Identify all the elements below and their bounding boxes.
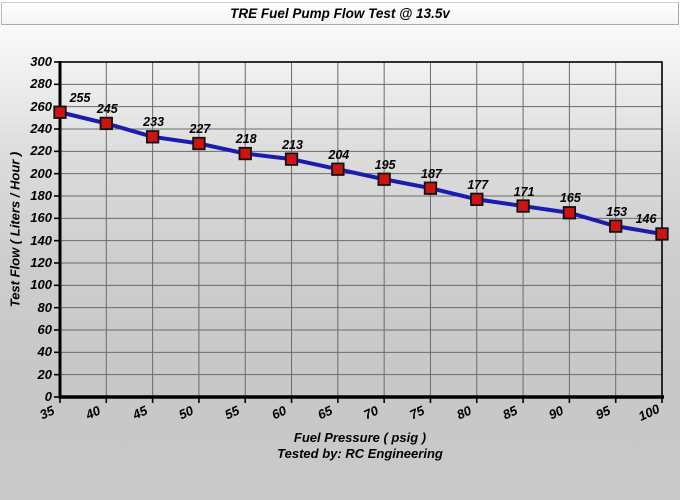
data-point-label: 227	[189, 122, 211, 137]
data-point-marker	[423, 181, 438, 195]
y-tick-label: 40	[37, 344, 52, 360]
y-tick-label: 280	[30, 76, 52, 92]
data-point-marker	[99, 116, 113, 131]
data-point-label: 245	[96, 101, 118, 116]
chart-title: TRE Fuel Pump Flow Test @ 13.5v	[230, 6, 450, 21]
y-tick-label: 220	[30, 143, 52, 159]
data-point-label: 255	[69, 90, 91, 105]
data-point-label: 165	[559, 191, 581, 206]
data-point-marker	[238, 146, 252, 161]
data-point-label: 204	[328, 147, 350, 162]
data-point-label: 146	[635, 212, 657, 227]
data-point-marker	[609, 219, 623, 233]
data-point-label: 218	[235, 132, 257, 147]
data-point-marker	[562, 206, 577, 220]
data-point-label: 195	[374, 157, 396, 172]
y-tick-label: 80	[37, 299, 52, 315]
data-point-marker	[284, 152, 299, 166]
y-tick-label: 300	[30, 54, 52, 69]
y-tick-label: 200	[30, 165, 52, 181]
x-axis-title: Fuel Pressure ( psig )	[293, 430, 427, 445]
data-point-label: 171	[513, 184, 535, 199]
y-tick-label: 180	[30, 188, 52, 203]
y-tick-label: 160	[30, 210, 52, 226]
data-point-marker	[655, 227, 669, 241]
data-point-marker	[377, 172, 391, 186]
data-point-marker	[145, 130, 160, 144]
data-point-marker	[470, 192, 484, 207]
y-tick-label: 140	[30, 232, 52, 248]
data-point-marker	[331, 162, 345, 176]
data-point-label: 177	[467, 177, 489, 192]
y-tick-label: 260	[30, 98, 52, 114]
chart-title-bar: TRE Fuel Pump Flow Test @ 13.5v	[1, 2, 679, 25]
data-point-marker	[516, 199, 530, 213]
y-tick-label: 120	[30, 255, 52, 270]
y-tick-label: 60	[37, 322, 52, 337]
footnote: Tested by: RC Engineering	[277, 446, 443, 461]
plot-border	[59, 61, 663, 398]
data-point-label: 187	[421, 166, 442, 181]
data-point-marker	[53, 105, 67, 119]
data-point-label: 213	[282, 137, 303, 152]
data-point-label: 233	[143, 115, 165, 130]
y-tick-label: 240	[30, 121, 52, 136]
data-point-label: 153	[606, 204, 628, 219]
y-tick-label: 20	[37, 366, 52, 382]
y-tick-label: 0	[44, 389, 52, 404]
data-point-marker	[192, 136, 206, 151]
series-line	[59, 110, 663, 236]
y-tick-label: 100	[30, 277, 52, 293]
